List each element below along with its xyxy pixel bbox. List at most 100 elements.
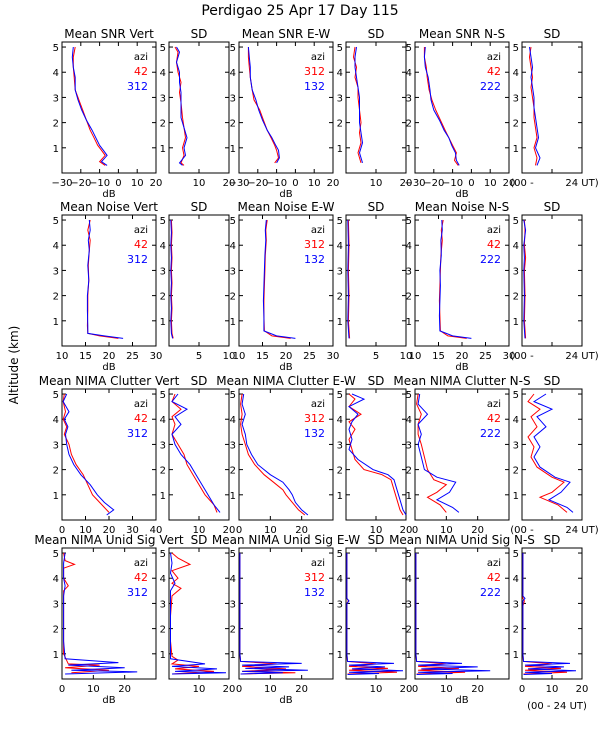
x-tick-label: 15 [256,351,269,362]
chart-panel-r1c1: SD 1 2 3 4 5 5 10 [160,200,236,362]
panel-frame [168,214,230,347]
legend-header: azi [487,399,501,410]
legend-header: azi [134,225,148,236]
x-tick-label: 20 [223,178,236,189]
y-tick-label: 4 [160,68,166,79]
panel-frame [521,214,583,347]
y-tick-label: 2 [513,292,519,303]
x-tick-label: 24 UT) [565,525,598,536]
x-tick-label: −20 [247,178,268,189]
x-tick-label: 10 [87,684,100,695]
panel-title: SD [544,374,561,388]
x-tick-label: 20 [295,684,308,695]
legend-entry: 42 [134,571,148,584]
y-tick-label: 5 [53,216,59,227]
y-tick-label: 4 [513,574,519,585]
x-axis-label: dB [279,362,292,373]
y-tick-label: 5 [406,390,412,401]
x-tick-label: 20 [456,351,469,362]
y-tick-label: 3 [337,599,343,610]
x-tick-label: 20 [327,178,340,189]
series-line-42 [415,553,466,675]
x-axis-label: dB [102,362,115,373]
x-tick-label: 10 [409,351,422,362]
legend-entry: 312 [127,80,148,93]
y-tick-label: 4 [160,415,166,426]
x-tick-label: 0 [59,525,65,536]
series-line-42 [72,46,106,166]
panel-title: Mean Noise Vert [60,200,158,214]
series-line-222 [417,393,460,513]
x-axis-label: dB [102,695,115,706]
y-tick-label: 3 [337,93,343,104]
panel-title: SD [368,200,385,214]
x-axis-label: dB [455,189,468,200]
y-tick-label: 3 [160,266,166,277]
x-tick-label: 10 [264,525,277,536]
chart-panel-r3c5: SD 1 2 3 4 5 0 10 20 [513,533,589,695]
legend-entry: 222 [480,427,501,440]
series-line-312 [240,393,306,516]
x-tick-label: −10 [442,178,463,189]
panel-frame [414,41,510,174]
y-tick-label: 1 [406,317,412,328]
y-tick-label: 3 [160,440,166,451]
time-range-label: (00 - 24 UT) [527,701,587,712]
x-tick-label: 0 [468,178,474,189]
series-line-312 [348,393,404,516]
panel-title: Mean NIMA Unid Sig Vert [34,533,184,547]
x-tick-label: 10 [233,351,246,362]
x-tick-label: 20 [576,684,589,695]
series-line-312 [86,219,124,339]
panel-frame [168,388,230,521]
series-line-42 [171,393,218,513]
y-tick-label: 3 [513,440,519,451]
x-tick-label: 0 [519,684,525,695]
y-tick-label: 1 [337,491,343,502]
legend-entry: 312 [304,238,325,251]
series-line-132 [239,553,308,675]
series-line-312 [239,553,296,675]
y-tick-label: 2 [53,292,59,303]
legend-header: azi [311,399,325,410]
x-tick-label: 0 [292,178,298,189]
x-tick-label: −30 [51,178,72,189]
y-tick-label: 5 [53,390,59,401]
panel-frame [61,41,157,174]
x-tick-label: 40 [150,525,163,536]
y-tick-label: 2 [53,466,59,477]
y-tick-label: 4 [53,241,59,252]
x-tick-label: 10 [440,525,453,536]
legend-entry: 42 [134,238,148,251]
series-line-312 [346,553,398,675]
x-tick-label: 25 [126,351,139,362]
legend-header: azi [311,558,325,569]
x-tick-label: −10 [266,178,287,189]
y-tick-label: 2 [337,292,343,303]
panel-frame [345,547,407,680]
y-tick-label: 5 [406,43,412,54]
panel-frame [61,547,157,680]
chart-panel-r2c0: Mean NIMA Clutter Vert 1 2 3 4 5 0 10 20 30 40 azi 4… [39,374,180,536]
panel-title: SD [544,533,561,547]
legend-entry: 312 [127,253,148,266]
y-tick-label: 3 [230,266,236,277]
legend-entry: 42 [487,65,501,78]
y-tick-label: 3 [337,266,343,277]
y-tick-label: 2 [160,625,166,636]
x-tick-label: −20 [70,178,91,189]
panel-title: Mean SNR N-S [419,27,505,41]
y-tick-label: 3 [406,266,412,277]
x-axis-label: dB [455,695,468,706]
y-tick-label: 1 [337,317,343,328]
x-tick-label: 20 [103,525,116,536]
y-tick-label: 3 [53,599,59,610]
x-tick-label: 20 [103,351,116,362]
series-line-132 [262,219,296,339]
x-tick-label: 10 [131,178,144,189]
y-tick-label: 3 [160,93,166,104]
x-tick-label: 20 [280,351,293,362]
chart-panel-r2c1: SD 1 2 3 4 5 10 20 [160,374,236,536]
y-tick-label: 1 [230,144,236,155]
